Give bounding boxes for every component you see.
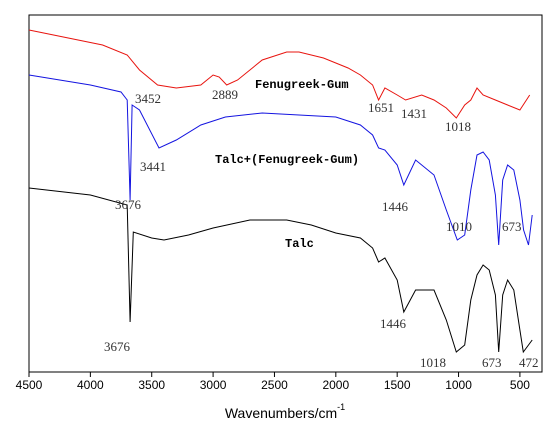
spectrum-line (28, 29, 531, 119)
series-label: Fenugreek-Gum (255, 78, 349, 92)
series-label: Talc (285, 237, 314, 251)
peak-label: 1018 (420, 355, 446, 370)
peak-label: 3676 (115, 197, 142, 212)
x-tick-label: 2500 (261, 378, 288, 392)
peak-label: 3441 (140, 159, 166, 174)
spectrum-line (28, 187, 533, 354)
x-tick-label: 500 (510, 378, 530, 392)
peak-label: 1018 (445, 119, 471, 134)
peak-label: 673 (482, 355, 502, 370)
x-tick-label: 1500 (384, 378, 411, 392)
plot-frame (28, 14, 543, 373)
x-axis-label-sup: -1 (337, 402, 345, 412)
peak-label: 1446 (382, 199, 409, 214)
x-tick-label: 4500 (16, 378, 43, 392)
peak-label: 1446 (380, 316, 407, 331)
peak-label: 1651 (368, 100, 394, 115)
spectrum-line (28, 74, 533, 246)
series-label: Talc+(Fenugreek-Gum) (215, 153, 359, 167)
x-tick-label: 1000 (445, 378, 472, 392)
peak-label: 472 (519, 355, 539, 370)
x-tick-label: 3000 (200, 378, 227, 392)
peak-label: 1010 (446, 219, 472, 234)
peak-label: 1431 (401, 106, 427, 121)
peak-label: 3676 (104, 339, 131, 354)
x-axis-label: Wavenumbers/cm-1 (225, 402, 345, 420)
x-axis-label-text: Wavenumbers/cm (225, 405, 337, 421)
peak-label: 3452 (135, 91, 161, 106)
peak-label: 2889 (212, 87, 238, 102)
x-tick-label: 4000 (77, 378, 104, 392)
x-tick-label: 3500 (138, 378, 165, 392)
x-tick-label: 2000 (322, 378, 349, 392)
peak-label: 673 (502, 219, 522, 234)
